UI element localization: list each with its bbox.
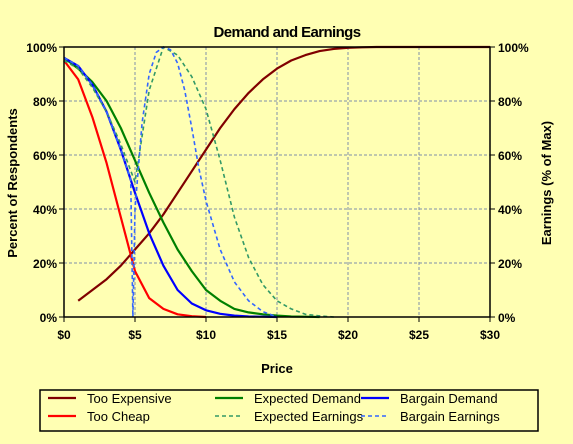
chart-title: Demand and Earnings bbox=[214, 24, 361, 41]
y-axis-label-right: Earnings (% of Max) bbox=[539, 121, 554, 245]
legend-box bbox=[39, 389, 539, 432]
legend-label: Expected Demand bbox=[254, 391, 361, 406]
x-axis-label: Price bbox=[261, 361, 293, 376]
y-axis-label-left: Percent of Respondents bbox=[5, 108, 20, 258]
y-tick-label-right: 40% bbox=[498, 203, 522, 217]
legend-label: Bargain Earnings bbox=[400, 409, 500, 424]
legend: Too Expensive Expected Demand Bargain Dema… bbox=[39, 389, 539, 432]
y-tick-label-right: 0% bbox=[498, 311, 516, 325]
y-tick-label-left: 60% bbox=[33, 149, 57, 163]
y-tick-label-left: 40% bbox=[33, 203, 57, 217]
x-tick-label: $5 bbox=[128, 328, 142, 342]
y-tick-label-right: 80% bbox=[498, 95, 522, 109]
x-tick-label: $25 bbox=[409, 328, 429, 342]
x-tick-label: $0 bbox=[57, 328, 71, 342]
series-line-expected-demand bbox=[63, 56, 320, 319]
series-line-too-cheap bbox=[63, 59, 207, 319]
y-tick-label-left: 0% bbox=[40, 311, 58, 325]
legend-label: Too Expensive bbox=[87, 391, 172, 406]
y-tick-label-right: 20% bbox=[498, 257, 522, 271]
x-tick-label: $15 bbox=[267, 328, 287, 342]
y-tick-label-right: 60% bbox=[498, 149, 522, 163]
y-tick-label-left: 80% bbox=[33, 95, 57, 109]
legend-label: Expected Earnings bbox=[254, 409, 364, 424]
legend-label: Too Cheap bbox=[87, 409, 150, 424]
y-tick-label-left: 100% bbox=[26, 41, 57, 55]
x-tick-label: $10 bbox=[196, 328, 216, 342]
x-tick-label: $30 bbox=[480, 328, 500, 342]
legend-label: Bargain Demand bbox=[400, 391, 498, 406]
x-tick-label: $20 bbox=[338, 328, 358, 342]
y-tick-label-right: 100% bbox=[498, 41, 529, 55]
plot-area: $0 $5 $10 $15 $20 $25 $30 0% 20% 40% 60% 80% 100% 0% 2… bbox=[26, 41, 529, 342]
y-tick-label-left: 20% bbox=[33, 257, 57, 271]
